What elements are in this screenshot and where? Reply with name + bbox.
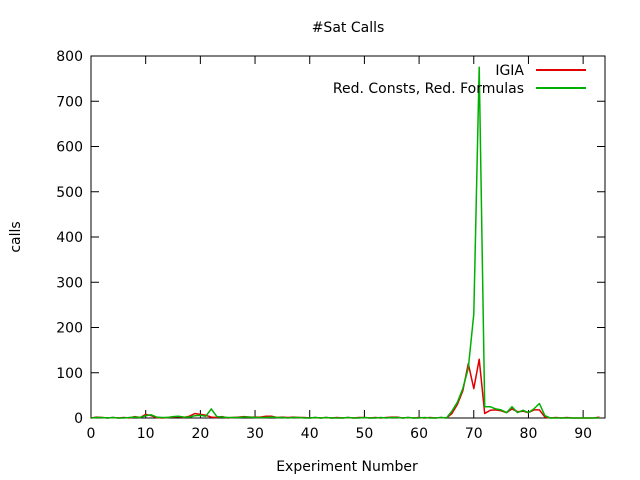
- x-tick-label: 30: [246, 426, 264, 442]
- x-tick-label: 90: [574, 426, 592, 442]
- y-axis-ticks: 0 100 200 300 400 500 600 700 800: [56, 49, 605, 427]
- y-tick-label: 800: [56, 49, 83, 65]
- chart-title: #Sat Calls: [312, 20, 385, 36]
- legend-label: IGIA: [495, 63, 524, 79]
- x-tick-label: 70: [465, 426, 483, 442]
- y-tick-label: 400: [56, 230, 83, 246]
- y-axis-label: calls: [8, 221, 24, 252]
- x-axis-label: Experiment Number: [276, 459, 418, 475]
- plot-area-frame: [90, 55, 606, 419]
- x-tick-label: 20: [191, 426, 209, 442]
- y-tick-label: 700: [56, 94, 83, 110]
- series-line-1: [90, 66, 600, 419]
- y-tick-label: 600: [56, 140, 83, 156]
- x-tick-label: 60: [410, 426, 428, 442]
- x-tick-label: 40: [301, 426, 319, 442]
- y-tick-label: 500: [56, 185, 83, 201]
- legend-label: Red. Consts, Red. Formulas: [333, 81, 524, 97]
- y-tick-label: 100: [56, 366, 83, 382]
- x-tick-label: 50: [355, 426, 373, 442]
- x-axis-ticks: 0 10 20 30 40 50 60 70 80 90: [87, 56, 592, 442]
- y-tick-label: 200: [56, 321, 83, 337]
- legend: IGIA Red. Consts, Red. Formulas: [333, 63, 586, 97]
- x-tick-label: 80: [520, 426, 538, 442]
- x-tick-label: 0: [87, 426, 96, 442]
- y-tick-label: 300: [56, 275, 83, 291]
- x-tick-label: 10: [137, 426, 155, 442]
- series-line-0: [90, 358, 600, 419]
- series-lines: [90, 66, 600, 419]
- y-tick-label: 0: [74, 411, 83, 427]
